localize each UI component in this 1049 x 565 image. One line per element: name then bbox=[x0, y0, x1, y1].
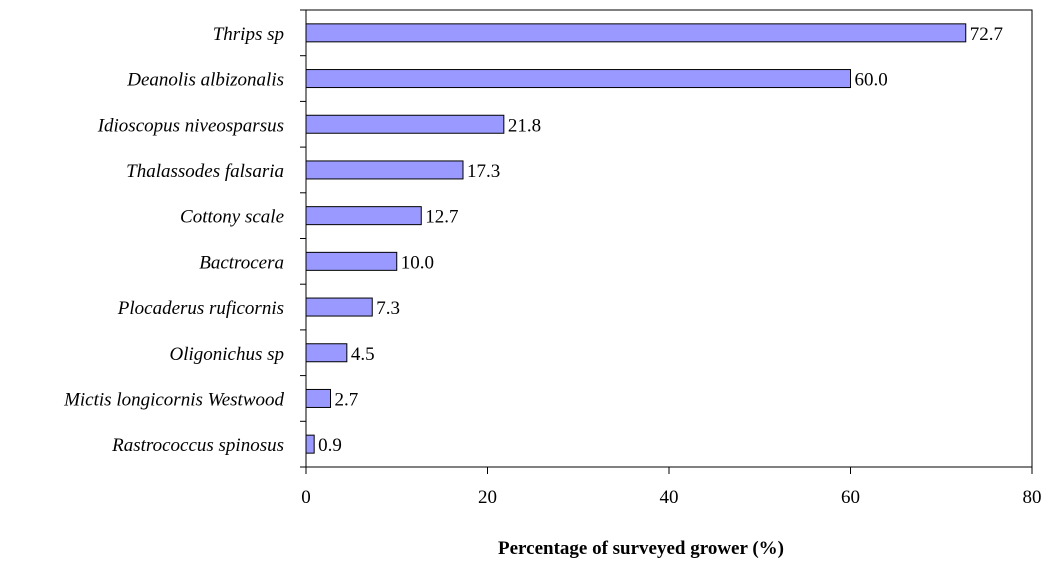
value-label: 0.9 bbox=[318, 435, 342, 456]
category-label: Rastrococcus spinosus bbox=[111, 435, 284, 456]
bars-group bbox=[305, 23, 967, 454]
bar bbox=[305, 388, 332, 408]
bar bbox=[305, 69, 851, 89]
value-label: 7.3 bbox=[376, 298, 400, 319]
bar bbox=[305, 23, 967, 43]
category-label: Bactrocera bbox=[199, 252, 284, 273]
value-labels: 72.7 60.0 21.8 17.3 12.7 10.0 7.3 4.5 2.7 0.9 bbox=[318, 24, 1003, 456]
bar bbox=[305, 206, 422, 226]
category-label: Thrips sp bbox=[213, 24, 284, 45]
value-label: 2.7 bbox=[335, 389, 359, 410]
value-label: 72.7 bbox=[970, 24, 1003, 45]
category-label: Oligonichus sp bbox=[169, 344, 284, 365]
category-label: Thalassodes falsaria bbox=[126, 161, 284, 182]
category-label: Plocaderus ruficornis bbox=[117, 298, 284, 319]
value-label: 10.0 bbox=[401, 252, 434, 273]
category-label: Idioscopus niveosparsus bbox=[97, 115, 284, 136]
value-label: 17.3 bbox=[467, 161, 500, 182]
x-tick-label: 0 bbox=[301, 487, 311, 508]
bar bbox=[305, 343, 348, 363]
x-tick-label: 20 bbox=[478, 487, 497, 508]
value-label: 60.0 bbox=[855, 70, 888, 91]
bar bbox=[305, 114, 505, 134]
y-axis-ticks bbox=[300, 9, 306, 468]
bar bbox=[305, 297, 373, 317]
x-tick-label: 80 bbox=[1023, 487, 1042, 508]
x-tick-label: 40 bbox=[660, 487, 679, 508]
bar bbox=[305, 160, 464, 180]
category-labels: Thrips sp Deanolis albizonalis Idioscopus … bbox=[63, 24, 284, 456]
x-tick-label: 60 bbox=[841, 487, 860, 508]
category-label: Cottony scale bbox=[180, 207, 284, 228]
x-axis-ticks: 0 20 40 60 80 bbox=[301, 467, 1042, 508]
category-label: Mictis longicornis Westwood bbox=[63, 389, 284, 410]
value-label: 4.5 bbox=[351, 344, 375, 365]
value-label: 21.8 bbox=[508, 115, 541, 136]
value-label: 12.7 bbox=[425, 207, 458, 228]
bar bbox=[305, 251, 398, 271]
category-label: Deanolis albizonalis bbox=[126, 70, 284, 91]
bar bbox=[305, 434, 315, 454]
x-axis-title: Percentage of surveyed grower (%) bbox=[498, 538, 784, 559]
